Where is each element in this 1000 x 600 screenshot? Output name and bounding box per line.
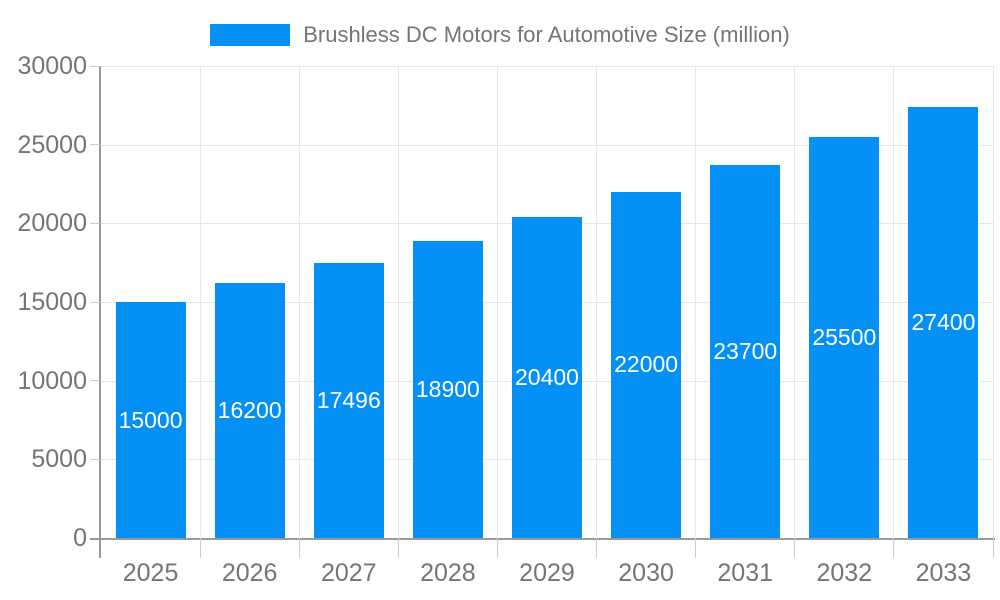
bar-value-label: 20400 [515,364,579,390]
y-tick [90,301,100,303]
bar: 15000 [115,302,186,538]
x-axis-label: 2033 [915,559,972,587]
x-tick [794,538,796,558]
x-axis-line [90,538,995,540]
bar-value-label: 16200 [217,397,282,424]
bar-value-label: 25500 [812,323,877,350]
v-gridline [496,66,498,538]
y-axis-label: 15000 [17,288,87,316]
v-gridline [397,66,399,538]
y-axis-label: 25000 [17,130,87,159]
plot-area: 15000 16200 17496 18900 20400 22000 23700 25500… [101,66,994,538]
x-tick [596,538,598,558]
x-tick [298,538,300,558]
x-tick [992,538,994,558]
bar-value-label: 15000 [118,406,183,433]
h-gridline [101,66,993,67]
y-axis-label: 10000 [17,366,87,395]
bar: 27400 [908,106,979,538]
x-tick [496,538,498,558]
v-gridline [695,66,697,538]
v-gridline [992,66,994,538]
v-gridline [199,66,201,538]
legend-label: Brushless DC Motors for Automotive Size … [303,22,790,47]
y-axis-label: 5000 [31,445,87,474]
bar-value-label: 23700 [713,338,778,365]
x-axis-label: 2032 [816,559,873,587]
y-tick [90,222,100,224]
bar: 17496 [313,262,384,538]
y-tick [90,144,100,146]
bar-value-label: 27400 [911,308,976,335]
x-axis-label: 2025 [122,559,179,587]
bar-value-label: 22000 [614,351,679,378]
v-gridline [794,66,796,538]
x-axis-label: 2031 [717,559,774,587]
x-axis-label: 2028 [420,559,476,587]
bar: 23700 [710,165,781,538]
x-tick [893,538,895,558]
y-axis-line [99,66,101,558]
bar: 20400 [512,217,582,538]
x-axis-label: 2026 [221,559,278,587]
y-tick [90,380,100,382]
x-tick [397,538,399,558]
x-axis-label: 2029 [519,559,575,587]
x-axis-label: 2027 [320,559,377,587]
v-gridline [893,66,895,538]
legend-color-swatch [210,24,291,46]
y-tick [90,458,100,460]
bar: 25500 [809,136,880,538]
bar: 22000 [611,191,682,538]
bar: 16200 [214,283,285,538]
h-gridline [101,144,993,146]
v-gridline [596,66,598,538]
y-tick [90,65,100,67]
y-axis-label: 0 [73,524,87,552]
x-tick [199,538,201,558]
x-tick [695,538,697,558]
bar-value-label: 18900 [415,375,480,402]
y-axis-label: 20000 [17,209,87,238]
x-axis-label: 2030 [618,559,674,587]
chart-legend[interactable]: Brushless DC Motors for Automotive Size … [0,22,1000,48]
v-gridline [298,66,300,538]
bar-value-label: 17496 [316,386,381,413]
bar: 18900 [412,240,483,538]
y-axis-label: 30000 [17,52,87,80]
